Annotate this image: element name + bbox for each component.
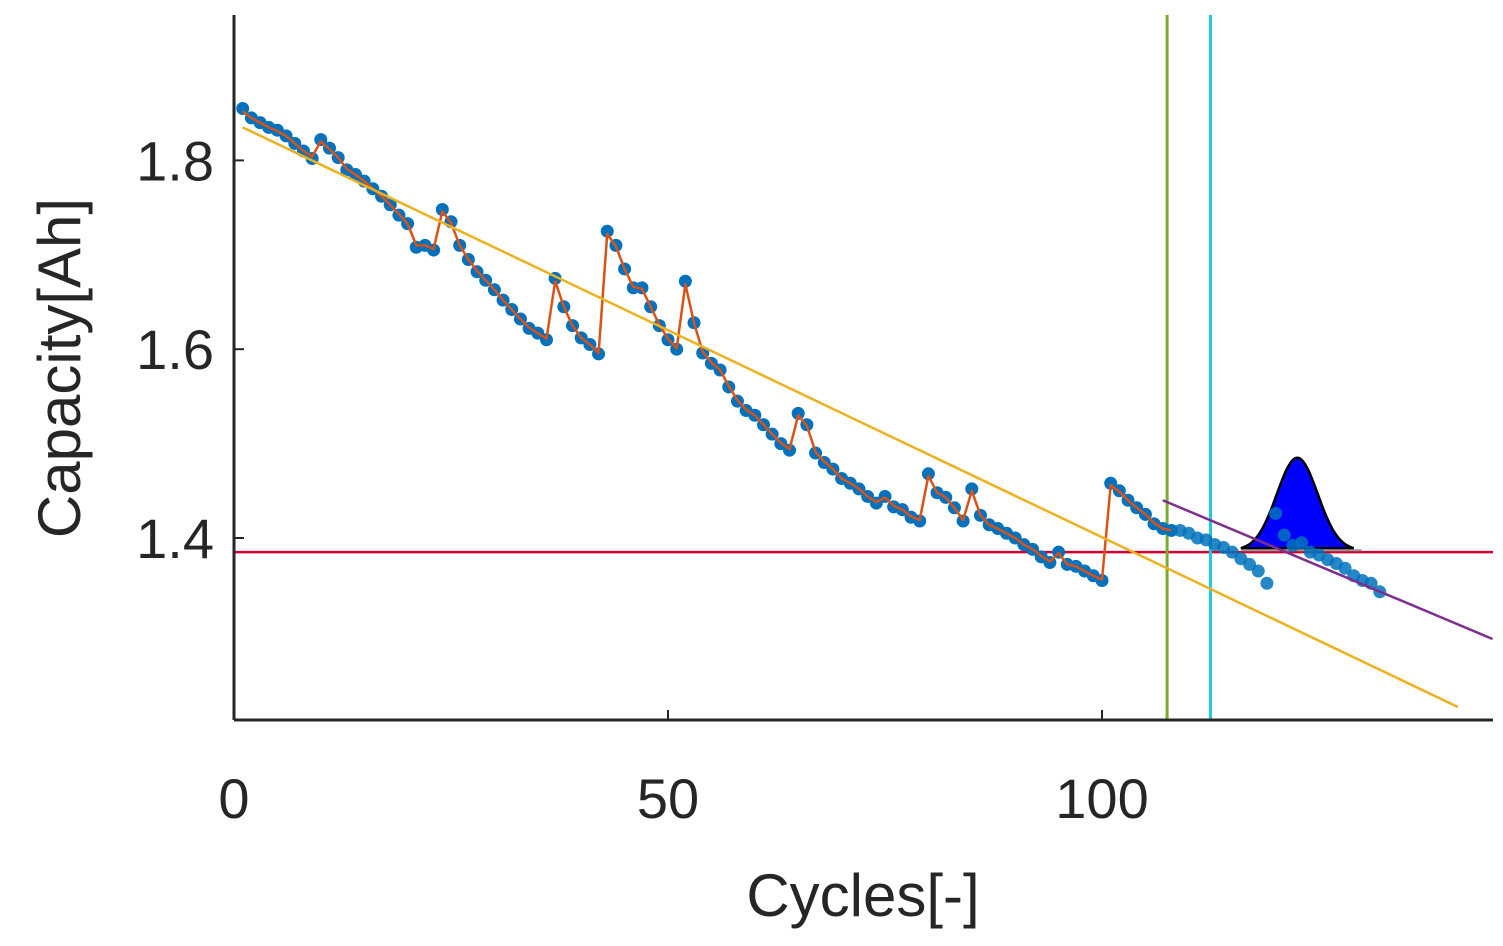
training-data-point bbox=[921, 467, 935, 481]
test-data-point bbox=[1338, 561, 1352, 575]
tick-labels: 0 50 100 1.4 1.6 1.8 bbox=[136, 129, 1149, 830]
x-axis-title: Cycles[-] bbox=[746, 862, 979, 929]
training-data-point bbox=[1164, 523, 1178, 537]
test-data-point bbox=[1260, 576, 1274, 590]
training-data-point bbox=[435, 202, 449, 216]
training-data-point bbox=[791, 406, 805, 420]
axes bbox=[232, 15, 1493, 722]
plot-area bbox=[234, 15, 1493, 720]
rul-distribution bbox=[1240, 456, 1355, 550]
y-tick-label: 1.4 bbox=[136, 507, 214, 570]
test-data-point bbox=[1295, 536, 1309, 550]
test-data-point bbox=[1251, 564, 1265, 578]
test-data-point bbox=[1277, 528, 1291, 542]
linear-fit-line bbox=[242, 126, 1459, 709]
y-tick-label: 1.8 bbox=[136, 129, 214, 192]
y-tick-label: 1.6 bbox=[136, 318, 214, 381]
predicted-degradation-line bbox=[1162, 499, 1493, 641]
filtered-capacity-line bbox=[241, 110, 1172, 581]
training-data-point bbox=[678, 274, 692, 288]
x-tick-label: 100 bbox=[1055, 767, 1148, 830]
training-data-point bbox=[965, 482, 979, 496]
x-tick-label: 50 bbox=[637, 767, 699, 830]
test-data-point bbox=[1269, 506, 1283, 520]
training-data-point bbox=[600, 224, 614, 238]
x-tick-label: 0 bbox=[218, 767, 249, 830]
training-data-point bbox=[236, 101, 250, 115]
y-axis-title: Capacity[Ah] bbox=[26, 198, 93, 538]
